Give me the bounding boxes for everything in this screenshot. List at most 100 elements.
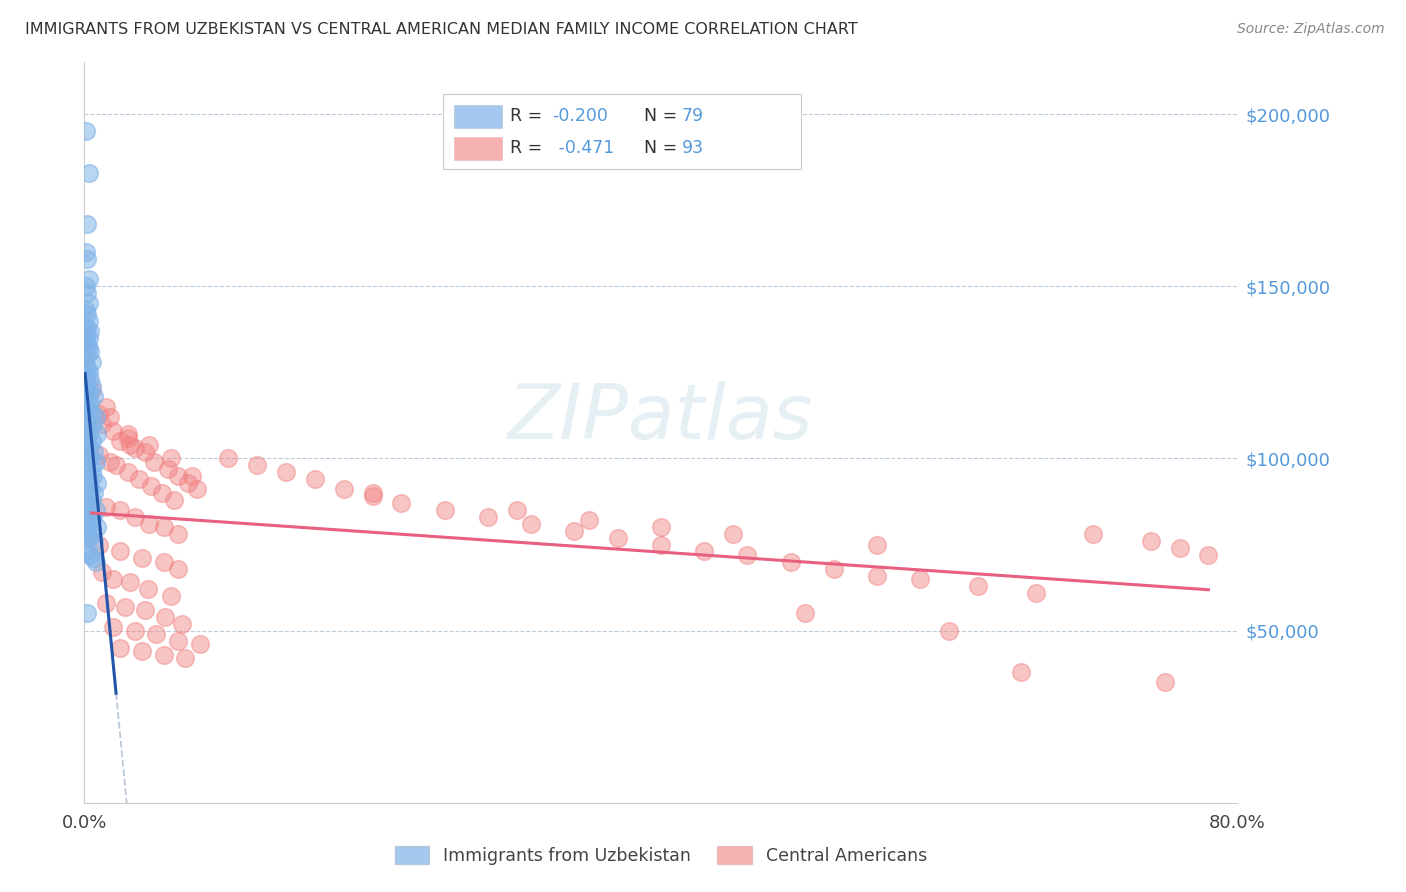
Point xyxy=(80,527,103,541)
Point xyxy=(79,483,101,497)
Point xyxy=(156,462,179,476)
Point xyxy=(86,520,108,534)
Point xyxy=(87,537,110,551)
Point xyxy=(110,544,132,558)
Point xyxy=(87,448,110,462)
Point xyxy=(304,472,326,486)
Point xyxy=(87,407,110,421)
Point xyxy=(117,431,139,445)
Point xyxy=(578,513,600,527)
Point xyxy=(83,486,105,500)
Point xyxy=(80,407,103,421)
Point xyxy=(76,307,98,321)
Point xyxy=(82,510,104,524)
Point xyxy=(163,492,186,507)
Point xyxy=(94,500,117,514)
Text: R =: R = xyxy=(510,107,548,126)
Point xyxy=(606,531,628,545)
Point xyxy=(152,555,174,569)
Point xyxy=(98,455,121,469)
Point xyxy=(866,537,889,551)
Point xyxy=(1083,527,1105,541)
Point xyxy=(506,503,529,517)
Point xyxy=(90,565,112,579)
Point xyxy=(75,359,97,373)
Point xyxy=(80,492,103,507)
Point xyxy=(139,479,162,493)
Point xyxy=(174,651,197,665)
Point xyxy=(79,513,101,527)
Point xyxy=(77,403,100,417)
Point xyxy=(152,648,174,662)
Point xyxy=(80,434,103,449)
Point xyxy=(650,520,672,534)
Point xyxy=(866,568,889,582)
Legend: Immigrants from Uzbekistan, Central Americans: Immigrants from Uzbekistan, Central Amer… xyxy=(388,839,934,871)
Point xyxy=(779,555,801,569)
Point xyxy=(1010,665,1032,679)
Point xyxy=(177,475,200,490)
Point xyxy=(76,338,98,352)
Text: N =: N = xyxy=(644,139,683,157)
Point xyxy=(76,362,98,376)
Point xyxy=(218,451,240,466)
Point xyxy=(75,458,97,473)
Point xyxy=(124,624,146,638)
Point xyxy=(86,427,108,442)
Point xyxy=(150,486,173,500)
Point xyxy=(110,640,132,655)
Point xyxy=(79,324,101,338)
Text: ZIPatlas: ZIPatlas xyxy=(508,381,814,455)
Point xyxy=(246,458,269,473)
Point xyxy=(153,610,176,624)
Point xyxy=(84,503,107,517)
Point xyxy=(84,455,107,469)
Point xyxy=(794,607,817,621)
Point xyxy=(117,465,139,479)
Point xyxy=(76,431,98,445)
Point xyxy=(90,417,112,431)
Point xyxy=(124,510,146,524)
Point xyxy=(131,551,153,566)
Point xyxy=(167,527,190,541)
Text: IMMIGRANTS FROM UZBEKISTAN VS CENTRAL AMERICAN MEDIAN FAMILY INCOME CORRELATION : IMMIGRANTS FROM UZBEKISTAN VS CENTRAL AM… xyxy=(25,22,858,37)
Point xyxy=(75,479,97,493)
Point xyxy=(693,544,716,558)
Point xyxy=(172,616,194,631)
Point xyxy=(103,424,124,438)
Point xyxy=(79,372,101,386)
Point xyxy=(823,561,845,575)
Point xyxy=(83,389,105,403)
Point xyxy=(333,483,356,497)
Point xyxy=(138,438,160,452)
Point xyxy=(114,599,136,614)
Point xyxy=(75,496,97,510)
Point xyxy=(76,524,98,538)
Point xyxy=(134,444,156,458)
Point xyxy=(117,427,139,442)
Point xyxy=(77,500,100,514)
Point xyxy=(77,331,100,345)
Point xyxy=(75,438,97,452)
Point xyxy=(1198,548,1220,562)
Point xyxy=(76,217,98,231)
Point xyxy=(131,644,153,658)
Point xyxy=(167,634,190,648)
Point xyxy=(76,286,98,301)
Point xyxy=(361,486,384,500)
Point xyxy=(75,420,97,434)
Point xyxy=(186,483,208,497)
Point xyxy=(167,468,190,483)
Point xyxy=(75,124,97,138)
Point xyxy=(76,489,98,503)
Point xyxy=(433,503,456,517)
Text: N =: N = xyxy=(644,107,683,126)
Point xyxy=(650,537,672,551)
Point xyxy=(721,527,744,541)
Point xyxy=(128,472,150,486)
Point xyxy=(79,424,101,438)
Point xyxy=(737,548,759,562)
Point xyxy=(75,368,97,383)
Point xyxy=(77,314,100,328)
Point xyxy=(82,468,104,483)
